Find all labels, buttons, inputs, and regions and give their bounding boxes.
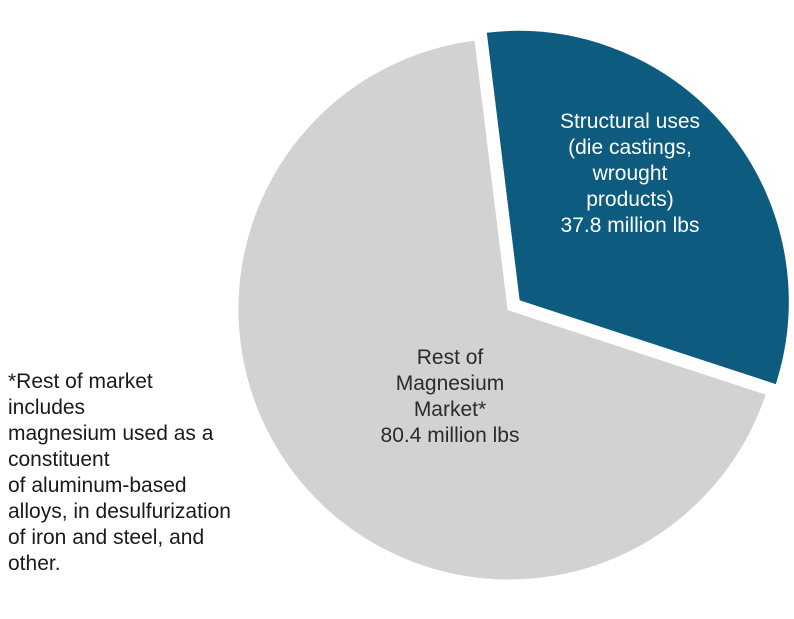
slice-label-rest-of-market: Rest of Magnesium Market* 80.4 million l…: [330, 345, 570, 449]
slice-label-line: wrought: [592, 162, 668, 185]
slice-value-label: 80.4 million lbs: [380, 424, 520, 447]
footnote-line: of aluminum-based: [8, 474, 187, 497]
slice-label-line: Market*: [413, 398, 487, 421]
pie-slice-structural-uses: [483, 27, 792, 388]
slice-label-structural-uses: Structural uses (die castings, wrought p…: [520, 109, 740, 239]
footnote-line: magnesium used as a: [8, 422, 214, 445]
footnote-line: *Rest of market: [8, 370, 153, 393]
slice-label-line: Structural uses: [559, 110, 701, 133]
footnote-line: constituent: [8, 448, 110, 471]
slice-label-line: Magnesium: [395, 372, 505, 395]
pie-slice-rest-of-market: [235, 37, 770, 583]
footnote-line: of iron and steel, and: [8, 526, 205, 549]
slice-value-label: 37.8 million lbs: [560, 214, 700, 237]
slice-label-line: Rest of: [416, 346, 484, 369]
footnote-line: alloys, in desulfurization: [8, 500, 231, 523]
slice-label-line: products): [586, 188, 674, 211]
slice-label-line: (die castings,: [568, 136, 692, 159]
footnote-line: includes: [8, 396, 86, 419]
footnote: *Rest of market includes magnesium used …: [8, 369, 308, 577]
footnote-line: other.: [8, 552, 61, 575]
